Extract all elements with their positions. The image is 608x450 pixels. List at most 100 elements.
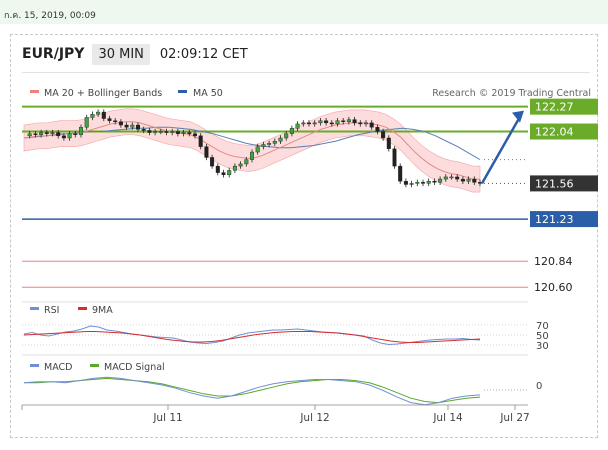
candle-body	[403, 181, 408, 185]
macd-signal-legend-swatch	[90, 364, 99, 367]
ma50-line	[23, 126, 481, 161]
candle-body	[341, 120, 346, 122]
candle	[432, 178, 437, 186]
candle	[90, 111, 95, 121]
candle-body	[381, 131, 386, 139]
candle-body	[272, 141, 277, 144]
date-label: ก.ค. 15, 2019, 00:09	[4, 11, 96, 21]
level-box-2	[530, 175, 598, 192]
candle	[381, 128, 386, 141]
candle-body	[335, 120, 340, 125]
macd-legend-label: MACD	[44, 362, 72, 373]
candle	[175, 128, 180, 137]
candle	[312, 120, 317, 127]
x-tick-label: Jul 27	[499, 412, 529, 424]
candle-body	[33, 133, 38, 135]
candle	[124, 122, 129, 130]
candle	[438, 176, 443, 186]
x-tick-label: Jul 11	[152, 412, 182, 424]
date-bar: ก.ค. 15, 2019, 00:09	[0, 0, 608, 24]
candle-body	[295, 123, 300, 129]
candle-body	[346, 119, 351, 122]
candle	[232, 163, 237, 174]
ma50-legend-label: MA 50	[193, 88, 223, 99]
candle-body	[67, 133, 72, 139]
candle	[358, 120, 363, 127]
level-box-3	[530, 211, 598, 228]
candle-body	[307, 122, 312, 125]
candle	[267, 140, 272, 148]
candle	[181, 129, 186, 137]
candle	[135, 122, 140, 133]
candle-body	[227, 170, 232, 175]
candle	[472, 176, 477, 186]
candle-body	[301, 122, 306, 125]
candle-body	[84, 117, 89, 128]
level-box-0	[530, 98, 598, 115]
chart-time: 02:09:12 CET	[159, 46, 248, 62]
candle	[244, 156, 249, 167]
candle	[295, 121, 300, 131]
candle-body	[364, 122, 369, 125]
candle	[329, 120, 334, 127]
candle-body	[78, 126, 83, 135]
candle-body	[124, 124, 129, 128]
candle	[101, 109, 106, 122]
candle-body	[170, 131, 175, 133]
candle-body	[198, 135, 203, 147]
macd-signal-line	[24, 377, 481, 404]
candle	[158, 128, 163, 135]
candle	[118, 119, 123, 128]
candle-body	[312, 122, 317, 125]
candle	[415, 179, 420, 187]
candle-body	[56, 132, 61, 137]
level-label-2: 121.56	[535, 177, 574, 190]
candle-body	[460, 178, 465, 182]
candle	[460, 176, 465, 184]
candle	[324, 118, 329, 126]
candle-body	[398, 165, 403, 182]
candle-body	[249, 151, 254, 160]
candle	[403, 178, 408, 188]
candle	[227, 167, 232, 178]
candle-body	[221, 172, 226, 175]
level-label-3: 121.23	[535, 213, 574, 226]
candle	[153, 128, 158, 136]
macd-line	[23, 376, 481, 406]
candle-body	[175, 131, 180, 134]
candle-body	[386, 137, 391, 150]
timeframe-button[interactable]: 30 MIN	[92, 43, 150, 65]
candle	[398, 163, 403, 184]
candle	[466, 176, 471, 184]
candle-body	[107, 118, 112, 121]
forecast-arrow-head	[512, 110, 524, 123]
candle	[141, 126, 146, 134]
candle-body	[27, 133, 32, 137]
candle	[78, 124, 83, 138]
candle	[210, 154, 215, 169]
candle	[249, 149, 254, 163]
candle	[341, 118, 346, 125]
candle	[443, 174, 448, 182]
candle-body	[261, 144, 266, 147]
candle	[335, 118, 340, 127]
candle-body	[255, 146, 260, 153]
header-divider	[22, 72, 590, 73]
candle	[455, 174, 460, 182]
chart-header: EUR/JPY 30 MIN 02:09:12 CET	[22, 42, 248, 66]
ma20-legend-swatch	[30, 90, 39, 93]
level-label-0: 122.27	[535, 101, 574, 114]
candle-body	[50, 132, 55, 134]
candle	[392, 146, 397, 169]
candle-body	[369, 122, 374, 128]
candle-body	[284, 133, 289, 139]
candle-body	[101, 111, 106, 119]
rsi9ma-legend-swatch	[78, 307, 87, 310]
candle	[215, 163, 220, 176]
candle	[50, 129, 55, 137]
candle-body	[39, 132, 44, 135]
candle-body	[415, 182, 420, 184]
candle-body	[192, 133, 197, 137]
candle	[96, 109, 101, 117]
